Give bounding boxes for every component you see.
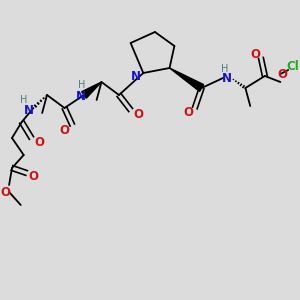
Text: N: N — [222, 73, 232, 85]
Text: O: O — [277, 68, 287, 80]
Text: Cl: Cl — [287, 59, 299, 73]
Text: H: H — [221, 64, 229, 74]
Polygon shape — [82, 82, 101, 98]
Text: N: N — [130, 70, 140, 83]
Text: O: O — [28, 169, 38, 182]
Text: O: O — [183, 106, 193, 119]
Text: O: O — [134, 109, 143, 122]
Text: N: N — [23, 103, 34, 116]
Text: O: O — [0, 185, 10, 199]
Polygon shape — [169, 68, 204, 92]
Text: O: O — [34, 136, 44, 148]
Text: O: O — [59, 124, 70, 136]
Text: H: H — [78, 80, 86, 90]
Text: N: N — [76, 89, 86, 103]
Text: H: H — [20, 95, 27, 105]
Text: O: O — [250, 47, 260, 61]
